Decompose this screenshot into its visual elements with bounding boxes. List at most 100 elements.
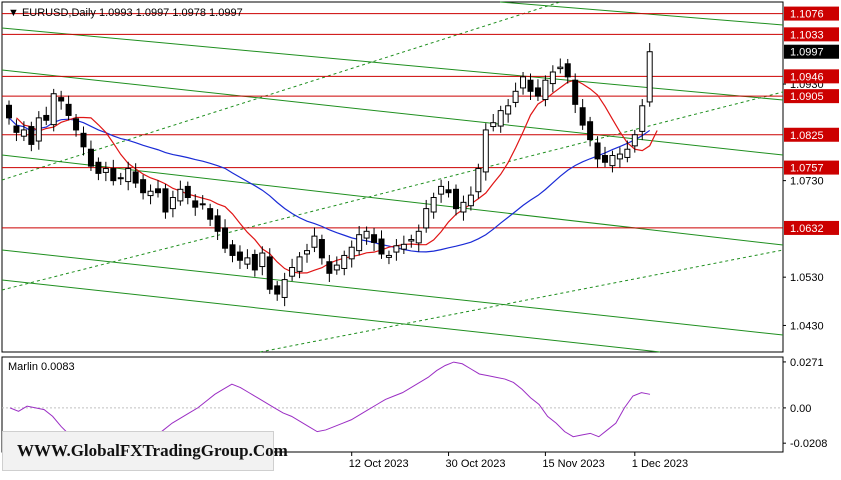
candle-body — [490, 122, 497, 128]
level-tag-label: 1.1033 — [790, 29, 824, 41]
candle-body — [274, 285, 281, 295]
channel-line — [1, 69, 784, 156]
candle-body — [520, 76, 527, 89]
candle-body — [378, 238, 385, 255]
candle-body — [251, 253, 258, 271]
candle-body — [177, 188, 184, 202]
candle-body — [631, 134, 638, 147]
candle-body — [73, 118, 80, 131]
oscillator-panel-frame — [1, 356, 784, 453]
candle-body — [453, 188, 459, 210]
candle-body — [132, 171, 139, 184]
moving-average-slow — [8, 117, 651, 253]
candle-body — [609, 155, 616, 167]
candle-body — [80, 132, 87, 148]
chart-title: ▼ EURUSD,Daily 1.0993 1.0997 1.0978 1.09… — [8, 7, 243, 19]
time-tick-label: 1 Dec 2023 — [632, 458, 688, 470]
osc-tick-label: 0.00 — [790, 403, 811, 415]
current-price-label: 1.0997 — [790, 47, 824, 59]
candle-body — [333, 264, 340, 271]
price-tick-label: 1.0730 — [790, 176, 824, 188]
candle-body — [348, 246, 355, 260]
candle-body — [512, 90, 519, 103]
candle-body — [207, 208, 214, 220]
candle-body — [147, 190, 154, 197]
candle-body — [587, 121, 594, 141]
candle-body — [6, 104, 12, 119]
candle-body — [304, 250, 310, 255]
candle-body — [438, 185, 445, 195]
level-tag — [784, 220, 839, 235]
candle-body — [58, 97, 65, 102]
level-tag — [784, 27, 839, 42]
candle-body — [467, 194, 474, 207]
candle-body — [184, 185, 191, 199]
candle-body — [549, 71, 556, 85]
candle-body — [35, 117, 42, 142]
candle-body — [527, 79, 534, 92]
level-tag — [784, 160, 839, 175]
candle-body — [244, 257, 251, 265]
main-panel — [1, 1, 784, 353]
candle-body — [311, 235, 318, 248]
candle-body — [50, 93, 57, 126]
candle-body — [534, 87, 541, 97]
candle-body — [326, 261, 333, 274]
candle-body — [542, 79, 549, 101]
candle-body — [460, 201, 467, 213]
level-tag-label: 1.0905 — [790, 91, 824, 103]
candle-body — [95, 161, 102, 174]
candle-body — [110, 168, 117, 182]
candle-body — [602, 155, 608, 163]
candle-body — [572, 79, 579, 105]
price-axis: 1.04301.05301.07301.09301.10761.10331.09… — [783, 6, 839, 332]
time-tick-label: 12 Oct 2023 — [349, 458, 409, 470]
candle-body — [125, 168, 132, 183]
candle-body — [415, 230, 422, 244]
level-tag-label: 1.0946 — [790, 71, 824, 83]
channel-line — [259, 249, 784, 353]
level-tag-label: 1.0757 — [790, 163, 824, 175]
candle-body — [214, 215, 221, 232]
candle-body — [20, 129, 27, 137]
channel-line — [1, 27, 784, 101]
candle-body — [296, 256, 303, 272]
candle-body — [356, 234, 363, 252]
time-axis: 12 Oct 2023 30 Oct 2023 15 Nov 2023 1 Dec 2… — [349, 452, 688, 470]
candle-body — [564, 63, 571, 78]
candle-body — [475, 168, 482, 193]
candle-body — [363, 230, 370, 239]
level-tag-label: 1.1076 — [790, 9, 824, 21]
candle-body — [579, 107, 586, 126]
level-tag — [784, 6, 839, 21]
channel-line — [1, 249, 784, 336]
candle-body — [423, 208, 430, 229]
time-tick-label: 30 Oct 2023 — [446, 458, 506, 470]
candle-body — [505, 105, 512, 115]
channel-line — [1, 154, 784, 246]
candle-body — [266, 256, 273, 290]
candle-body — [371, 234, 378, 243]
candle-body — [199, 203, 206, 206]
candle-body — [393, 245, 400, 253]
candle-body — [289, 267, 296, 277]
candle-body — [557, 66, 564, 70]
channel-line — [1, 279, 661, 353]
candle-body — [236, 251, 243, 261]
candle-body — [102, 168, 109, 173]
candle-body — [430, 197, 437, 213]
candle-body — [318, 239, 325, 259]
time-tick-label: 15 Nov 2023 — [542, 458, 604, 470]
candle-body — [140, 179, 147, 194]
candle-body — [616, 153, 623, 160]
candle-body — [28, 126, 35, 145]
oscillator-title: Marlin 0.0083 — [8, 361, 75, 373]
candle-body — [445, 189, 452, 194]
price-tick-label: 1.0530 — [790, 272, 824, 284]
candle-body — [639, 105, 646, 132]
candle-body — [259, 252, 266, 268]
candle-body — [646, 51, 653, 103]
candle-body — [87, 148, 94, 167]
